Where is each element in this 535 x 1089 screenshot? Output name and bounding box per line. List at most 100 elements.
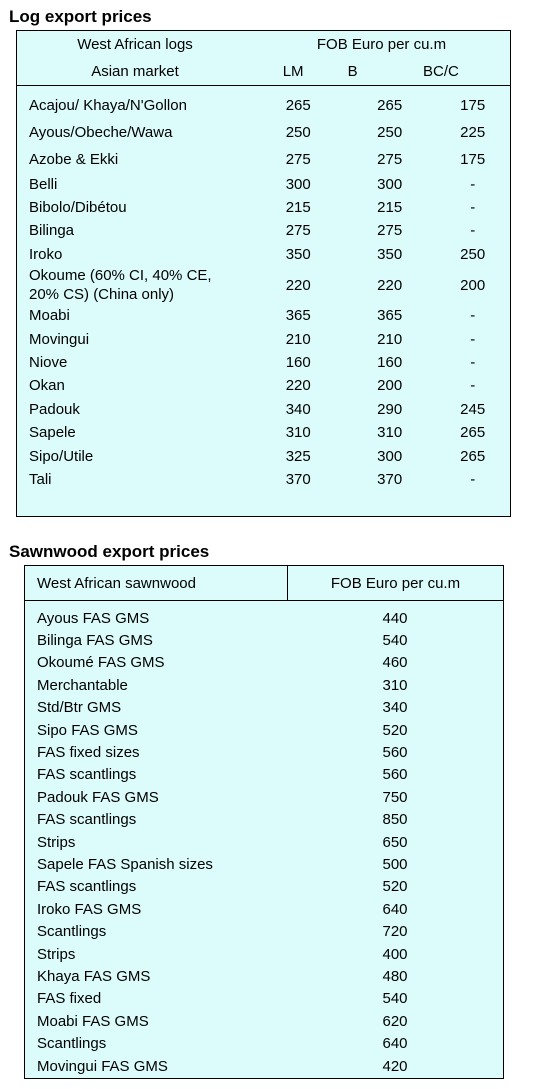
product-cell: Strips [37,945,76,963]
price-cell: 300 [377,175,403,193]
species-cell: Padouk [29,400,80,418]
header-cell: West African logs [77,36,193,53]
log-header: West African logs FOB Euro per cu.m Asia… [17,31,510,86]
species-cell: Belli [29,175,58,193]
price-cell: - [470,377,476,395]
price-cell: 420 [382,1057,408,1075]
price-cell: 250 [460,245,486,263]
price-cell: 160 [377,354,403,372]
row: Acajou/ Khaya/N'Gollon 265 265 175 [17,92,510,119]
species-cell: Sipo/Utile [29,447,94,465]
row: Sapele FAS Spanish sizes 500 [25,853,503,875]
row: Strips 650 [25,831,503,853]
price-cell: 300 [377,447,403,465]
row: Ayous/Obeche/Wawa 250 250 225 [17,119,510,146]
price-cell: 220 [285,276,311,294]
price-cell: 275 [377,222,403,240]
price-cell: 250 [285,123,311,141]
price-cell: 340 [285,400,311,418]
price-cell: 370 [285,470,311,488]
price-cell: - [470,330,476,348]
species-cell: Okan [29,377,65,395]
species-cell: Bibolo/Dibétou [29,199,127,217]
price-cell: 300 [285,175,311,193]
row: Sapele 310 310 265 [17,421,510,444]
price-cell: 540 [382,632,408,650]
species-cell: Niove [29,354,68,372]
row: FAS scantlings 850 [25,809,503,831]
product-cell: Iroko FAS GMS [37,900,142,918]
species-cell: Moabi [29,307,70,325]
product-cell: FAS fixed [37,990,102,1008]
row: Moabi FAS GMS 620 [25,1010,503,1032]
row: Khaya FAS GMS 480 [25,965,503,987]
row: Padouk 340 290 245 [17,398,510,421]
price-cell: 520 [382,878,408,896]
price-cell: - [470,470,476,488]
price-cell: 250 [377,123,403,141]
row: Scantlings 720 [25,920,503,942]
log-table: West African logs FOB Euro per cu.m Asia… [16,30,511,517]
product-cell: Moabi FAS GMS [37,1012,149,1030]
header-cell: West African sawnwood [25,566,288,601]
price-cell: 200 [377,377,403,395]
price-cell: 175 [460,150,486,168]
price-cell: 620 [382,1012,408,1030]
price-cell: 215 [377,199,403,217]
row: Moabi 365 365 - [17,304,510,327]
species-cell: Acajou/ Khaya/N'Gollon [29,96,187,114]
row: Std/Btr GMS 340 [25,697,503,719]
price-cell: 650 [382,833,408,851]
row: Niove 160 160 - [17,351,510,374]
price-cell: - [470,175,476,193]
product-cell: Strips [37,833,76,851]
price-cell: 265 [460,424,486,442]
sawnwood-table: West African sawnwood FOB Euro per cu.m … [24,565,504,1079]
price-cell: 275 [285,150,311,168]
product-cell: Bilinga FAS GMS [37,632,153,650]
header-cell: Asian market [91,62,179,80]
row: Sipo/Utile 325 300 265 [17,444,510,467]
species-cell: Azobe & Ekki [29,150,119,168]
price-cell: - [470,307,476,325]
section-title: Sawnwood export prices [9,542,210,561]
species-cell: Bilinga [29,222,75,240]
row: Movingui 210 210 - [17,327,510,350]
product-cell: Scantlings [37,923,107,941]
product-cell: Std/Btr GMS [37,699,122,717]
price-cell: 290 [377,400,403,418]
row: Padouk FAS GMS 750 [25,786,503,808]
product-cell: Sapele FAS Spanish sizes [37,855,213,873]
row: FAS scantlings 560 [25,764,503,786]
row: FAS scantlings 520 [25,876,503,898]
product-cell: FAS scantlings [37,878,137,896]
species-cell: Sapele [29,424,76,442]
price-cell: 440 [382,609,408,627]
row: Iroko FAS GMS 640 [25,898,503,920]
price-cell: 225 [460,123,486,141]
price-cell: 460 [382,654,408,672]
price-cell: 365 [285,307,311,325]
row: Okoume (60% CI, 40% CE, 20% CS) (China o… [17,266,510,304]
price-cell: 370 [377,470,403,488]
price-cell: 720 [382,923,408,941]
price-cell: 350 [377,245,403,263]
species-cell: Ayous/Obeche/Wawa [29,123,173,141]
price-cell: 220 [285,377,311,395]
row: Strips 400 [25,943,503,965]
price-cell: 480 [382,967,408,985]
price-cell: 245 [460,400,486,418]
price-cell: - [470,222,476,240]
header-cell: FOB Euro per cu.m [316,36,447,53]
price-cell: 325 [285,447,311,465]
product-cell: FAS scantlings [37,811,137,829]
price-cell: 310 [382,676,408,694]
row: Okan 220 200 - [17,374,510,397]
row: Merchantable 310 [25,674,503,696]
price-cell: - [470,354,476,372]
species-cell: Movingui [29,330,90,348]
product-cell: FAS fixed sizes [37,744,140,762]
price-cell: 200 [460,276,486,294]
row: Okoumé FAS GMS 460 [25,652,503,674]
sawnwood-header: West African sawnwood FOB Euro per cu.m [25,566,503,601]
